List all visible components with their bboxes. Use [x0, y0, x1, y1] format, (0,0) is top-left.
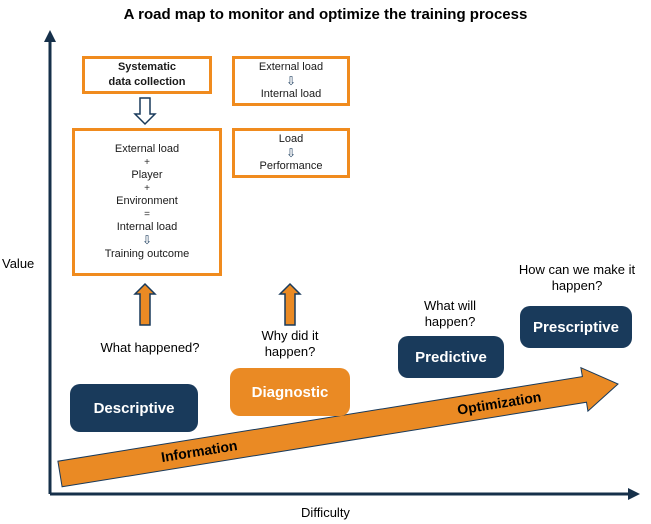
box-line: Internal load — [77, 220, 217, 235]
x-axis-label: Difficulty — [0, 505, 651, 520]
box-line: Player — [77, 168, 217, 183]
svg-text:Optimization: Optimization — [456, 388, 542, 417]
box-line: Environment — [77, 194, 217, 209]
box-formula: External load+Player+Environment=Interna… — [72, 128, 222, 276]
box-line: + — [77, 183, 217, 194]
box-external-internal-load: External load⇩Internal load — [232, 56, 350, 106]
diagram-root: A road map to monitor and optimize the t… — [0, 0, 651, 524]
box-line: Systematic — [87, 60, 207, 75]
question-what-will-happen: What will happen? — [400, 298, 500, 329]
badge-prescriptive: Prescriptive — [520, 306, 632, 348]
box-load-performance: Load⇩Performance — [232, 128, 350, 178]
question-what-happened: What happened? — [90, 340, 210, 356]
box-line: data collection — [87, 75, 207, 90]
box-line: External load — [237, 60, 345, 75]
badge-diagnostic: Diagnostic — [230, 368, 350, 416]
box-line: ⇩ — [237, 75, 345, 88]
box-line: Internal load — [237, 87, 345, 102]
question-how-can-we-make-it-happen: How can we make it happen? — [512, 262, 642, 293]
badge-predictive: Predictive — [398, 336, 504, 378]
box-line: ⇩ — [237, 147, 345, 160]
box-line: + — [77, 157, 217, 168]
box-line: = — [77, 209, 217, 220]
box-line: Load — [237, 132, 345, 147]
box-line: ⇩ — [77, 234, 217, 247]
box-line: External load — [77, 142, 217, 157]
y-axis-label: Value — [2, 256, 34, 271]
box-systematic-data-collection: Systematicdata collection — [82, 56, 212, 94]
box-line: Performance — [237, 159, 345, 174]
box-line: Training outcome — [77, 247, 217, 262]
badge-descriptive: Descriptive — [70, 384, 198, 432]
page-title: A road map to monitor and optimize the t… — [0, 6, 651, 23]
question-why-did-it-happen: Why did it happen? — [240, 328, 340, 359]
svg-text:Information: Information — [160, 437, 239, 465]
